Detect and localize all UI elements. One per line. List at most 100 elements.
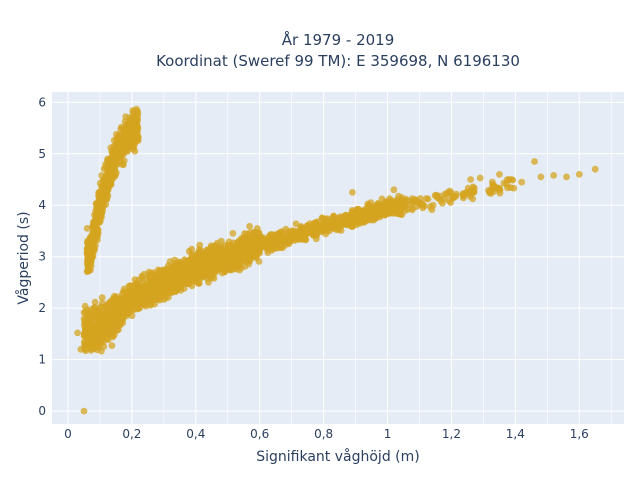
data-point — [89, 342, 97, 349]
x-tick-label: 0,8 — [314, 427, 333, 441]
y-tick-label: 3 — [38, 250, 46, 264]
data-point — [206, 258, 214, 266]
data-point — [348, 207, 356, 214]
data-point — [172, 287, 180, 295]
data-point — [83, 225, 91, 232]
data-point — [280, 236, 288, 244]
data-point — [147, 301, 155, 308]
data-point — [140, 282, 148, 289]
data-point — [134, 280, 141, 288]
data-point — [402, 198, 409, 206]
data-point — [380, 205, 388, 213]
data-point — [166, 275, 173, 283]
data-point — [445, 197, 453, 205]
data-point — [180, 268, 188, 275]
data-point — [369, 212, 377, 219]
data-point — [102, 178, 110, 186]
data-point — [216, 250, 224, 258]
data-point — [197, 271, 205, 278]
data-point — [98, 294, 106, 302]
data-point — [293, 231, 301, 239]
data-point — [496, 186, 504, 194]
data-point — [460, 192, 467, 200]
data-point — [132, 118, 140, 126]
data-point — [127, 305, 135, 313]
data-point — [173, 269, 181, 277]
data-point — [496, 171, 503, 178]
data-point — [90, 248, 97, 256]
data-point — [274, 237, 282, 245]
data-point — [563, 173, 570, 181]
data-point — [441, 190, 449, 198]
data-point — [232, 244, 240, 252]
data-point — [135, 299, 143, 307]
data-point — [303, 229, 311, 237]
data-point — [108, 342, 116, 349]
data-point — [107, 144, 115, 152]
data-point — [419, 204, 427, 212]
data-point — [518, 178, 526, 186]
data-point — [349, 189, 356, 196]
data-point — [91, 230, 99, 238]
data-point — [91, 298, 99, 306]
data-point — [575, 171, 583, 178]
data-point — [221, 260, 229, 267]
data-point — [116, 295, 124, 302]
data-points — [74, 105, 599, 415]
data-point — [360, 211, 368, 219]
data-point — [110, 160, 117, 168]
x-tick-label: 1,2 — [442, 427, 461, 441]
data-point — [396, 204, 404, 211]
data-point — [505, 176, 513, 183]
data-point — [428, 206, 436, 214]
y-tick-label: 0 — [38, 404, 46, 418]
data-point — [97, 195, 104, 202]
data-point — [550, 172, 558, 179]
data-point — [187, 257, 195, 265]
data-point — [252, 247, 260, 255]
x-tick-label: 1 — [384, 427, 392, 441]
data-point — [315, 223, 323, 230]
data-point — [113, 301, 121, 308]
data-point — [251, 228, 259, 236]
x-tick-label: 1,6 — [570, 427, 589, 441]
data-point — [136, 304, 144, 312]
data-point — [299, 234, 307, 242]
data-point — [408, 195, 416, 203]
data-point — [103, 329, 111, 337]
x-tick-label: 1,4 — [506, 427, 525, 441]
data-point — [102, 186, 110, 194]
data-point — [113, 130, 120, 138]
data-point — [103, 196, 111, 203]
data-point — [153, 290, 161, 298]
data-point — [204, 247, 212, 254]
data-point — [108, 167, 116, 175]
data-point — [245, 257, 253, 264]
data-point — [125, 120, 133, 127]
data-point — [177, 284, 185, 291]
data-point — [253, 239, 260, 247]
chart-title: År 1979 - 2019 — [282, 30, 395, 49]
data-point — [236, 261, 244, 269]
data-point — [166, 266, 174, 274]
data-point — [125, 142, 133, 149]
data-point — [489, 182, 497, 190]
x-tick-labels: 0 0,2 0,4 0,6 0,8 1 1,2 1,4 1,6 — [64, 427, 589, 441]
data-point — [84, 318, 92, 326]
data-point — [120, 301, 127, 309]
data-point — [452, 193, 460, 200]
data-point — [92, 317, 99, 324]
x-tick-label: 0,6 — [250, 427, 269, 441]
data-point — [125, 135, 132, 143]
data-point — [263, 245, 271, 253]
y-tick-label: 1 — [38, 353, 46, 367]
data-point — [145, 273, 153, 281]
data-point — [367, 199, 375, 207]
data-point — [119, 147, 126, 155]
data-point — [133, 128, 141, 136]
data-point — [330, 213, 337, 221]
data-point — [353, 213, 361, 221]
data-point — [95, 340, 103, 348]
data-point — [85, 240, 93, 247]
